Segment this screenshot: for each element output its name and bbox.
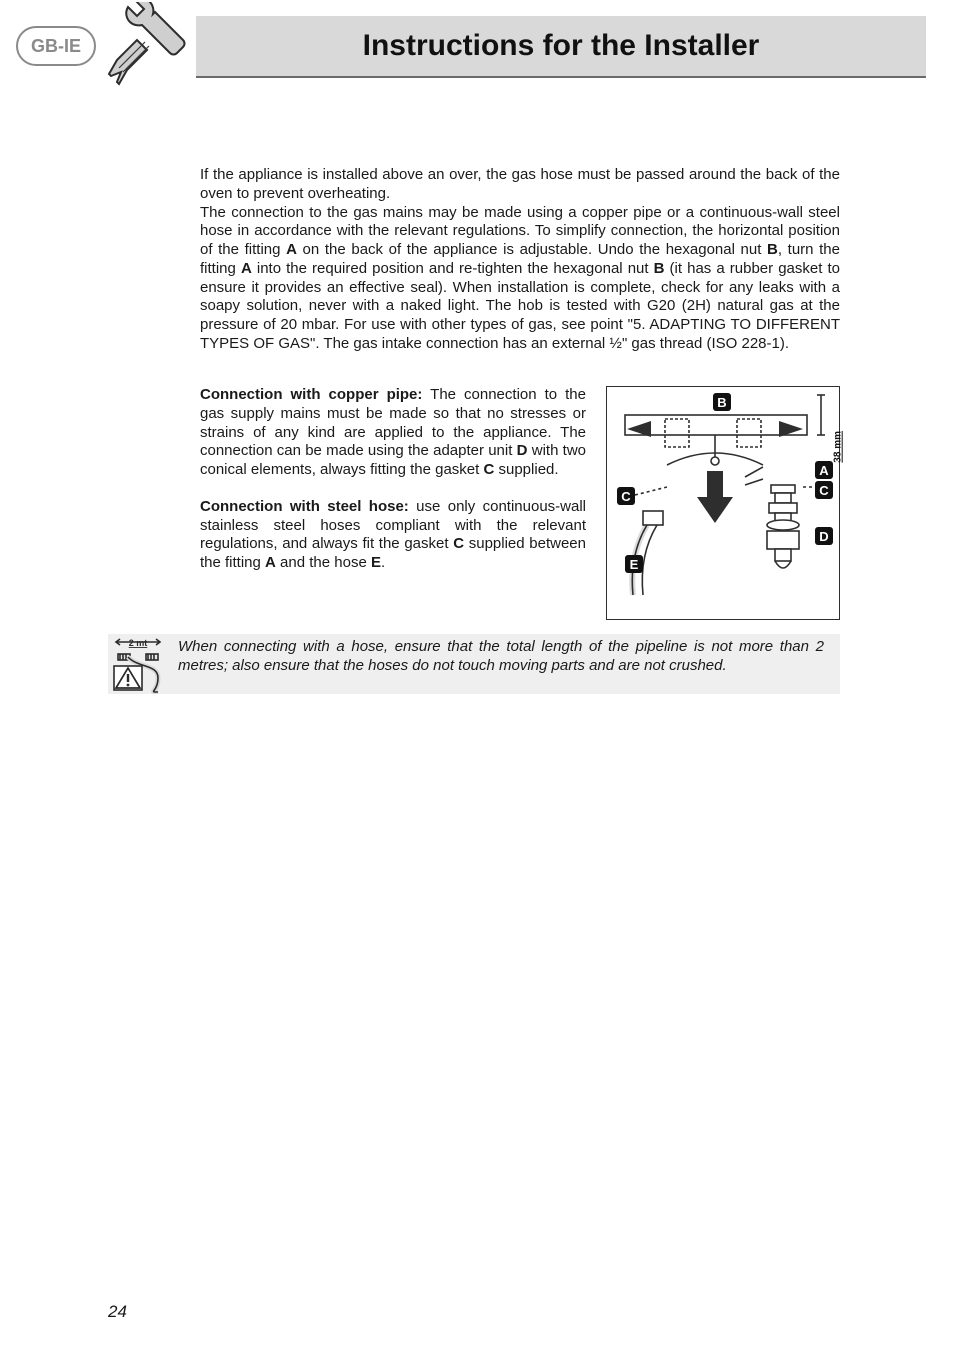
diagram-label-c-right: C [815,481,833,499]
diagram-label-c-left: C [617,487,635,505]
connection-diagram: B 38 mm A C C D E [606,386,840,620]
copper-heading: Connection with copper pipe: [200,386,422,403]
diagram-label-a: A [815,461,833,479]
warning-note: 2 mt [108,634,840,694]
page-title: Instructions for the Installer [363,29,760,63]
tools-icon [95,2,195,102]
page-number: 24 [108,1302,127,1322]
title-bar: Instructions for the Installer [196,16,926,78]
warning-note-text: When connecting with a hose, ensure that… [168,634,840,680]
steel-heading: Connection with steel hose: [200,498,409,515]
steel-paragraph: Connection with steel hose: use only con… [200,498,586,573]
copper-paragraph: Connection with copper pipe: The connect… [200,386,586,480]
diagram-label-e: E [625,555,643,573]
language-badge: GB-IE [16,26,96,66]
intro-paragraph: If the appliance is installed above an o… [200,166,840,354]
svg-text:2 mt: 2 mt [129,638,148,648]
diagram-label-d: D [815,527,833,545]
hose-warning-icon: 2 mt [108,634,168,694]
diagram-dimension: 38 mm [833,431,844,463]
connection-details: Connection with copper pipe: The connect… [200,386,586,620]
diagram-label-b: B [713,393,731,411]
